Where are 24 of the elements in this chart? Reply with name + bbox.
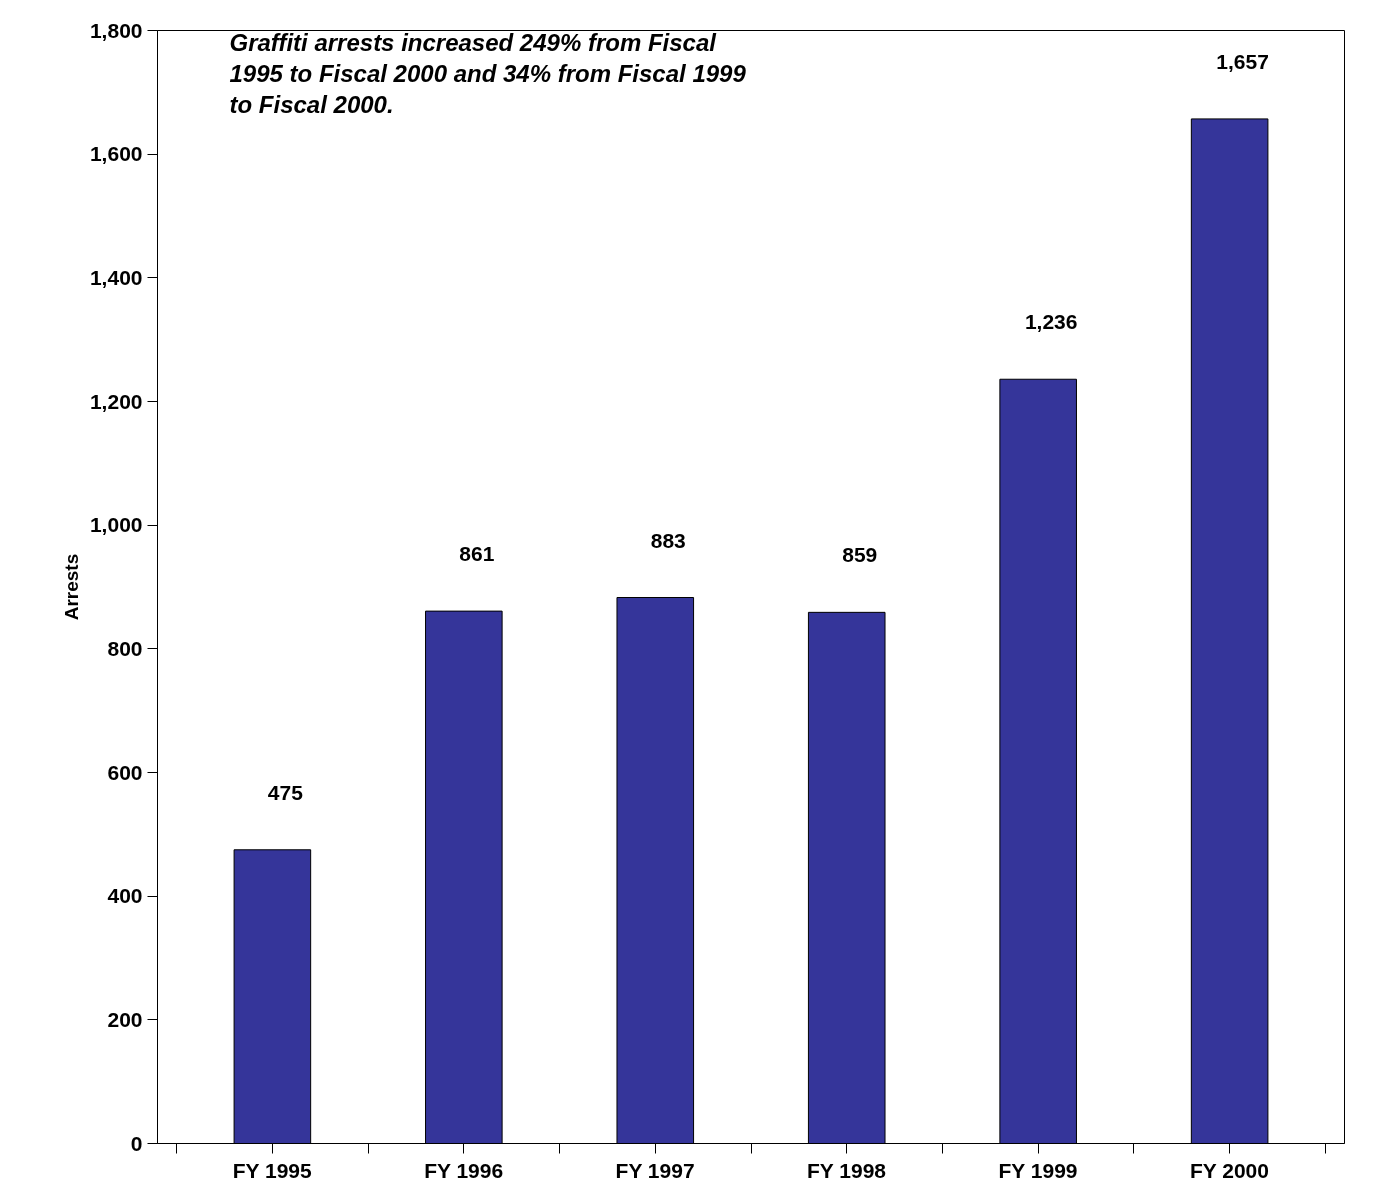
data-label: 861 <box>459 542 495 566</box>
x-tick-label: FY 1995 <box>232 1158 313 1182</box>
y-tick-label: 1,000 <box>89 513 143 537</box>
y-tick-label: 1,600 <box>89 142 143 166</box>
x-tick-label: FY 1996 <box>424 1158 504 1182</box>
data-label: 475 <box>267 780 304 804</box>
x-tick-label: FY 2000 <box>1189 1158 1269 1182</box>
y-tick-label: 1,400 <box>89 265 143 289</box>
data-label: 1,657 <box>1216 49 1269 73</box>
data-label: 1,236 <box>1024 310 1078 334</box>
x-tick-label: FY 1997 <box>615 1158 695 1182</box>
y-axis-title: Arrests <box>60 553 82 621</box>
x-tick-label: FY 1998 <box>807 1158 887 1182</box>
data-label: 883 <box>650 528 686 552</box>
x-tick-label: FY 1999 <box>998 1158 1078 1182</box>
y-tick-label: 200 <box>107 1007 143 1031</box>
y-tick-label: 800 <box>107 636 143 660</box>
y-tick-label: 600 <box>107 760 143 784</box>
annotation: Graffiti arrests increased 249% from Fiscal 1995 to Fiscal 2000 and 34% from Fiscal 1999 to Fiscal 2000. <box>229 28 747 118</box>
y-tick-label: 400 <box>107 884 143 908</box>
y-tick-label: 0 <box>130 1131 143 1155</box>
data-label: 859 <box>842 543 878 567</box>
y-tick-label: 1,200 <box>89 389 143 413</box>
y-tick-label: 1,800 <box>89 18 143 42</box>
